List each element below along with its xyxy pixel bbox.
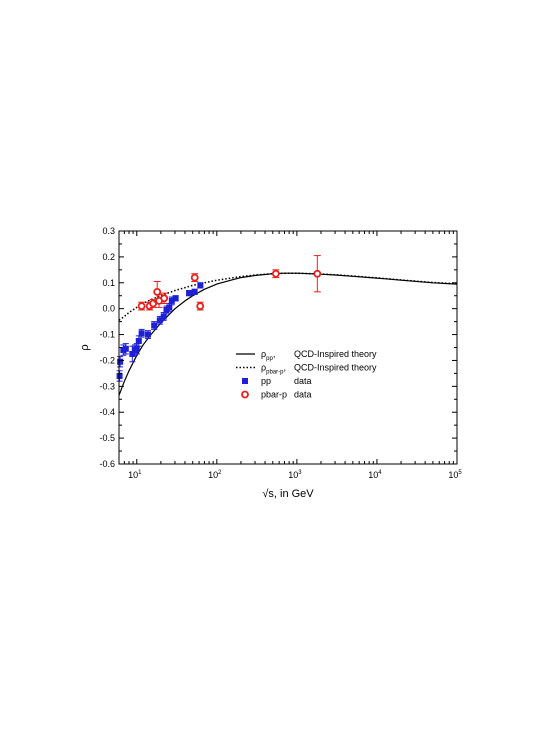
legend-blue-square-marker (242, 378, 248, 384)
pp-data-point (116, 372, 123, 379)
pp-data-point (129, 350, 136, 357)
x-tick-label: 103 (288, 470, 302, 480)
legend-subscript: pp (266, 356, 273, 362)
legend-symbol: ρpbar-p, (261, 363, 286, 376)
y-tick-label: -0.2 (99, 355, 115, 365)
legend-label: data (294, 390, 312, 400)
legend-symbol: pbar-p (261, 390, 287, 400)
pp-data-point (186, 290, 193, 297)
y-tick-label: -0.4 (99, 407, 115, 417)
legend-red-circle-marker (241, 390, 249, 399)
y-tick-label: 0.3 (102, 226, 115, 236)
pp-data-point (156, 317, 163, 324)
pbarp-data-point (196, 302, 205, 310)
pp-data-point (166, 304, 173, 311)
legend-symbol: pp (261, 376, 271, 386)
y-tick-label: 0.2 (102, 252, 115, 262)
legend-label: QCD-Inspired theory (294, 349, 377, 359)
x-tick-label-exponent: 1 (138, 470, 142, 476)
pp-data-point (133, 345, 140, 352)
plot-layer (116, 255, 457, 396)
pp-data-point (197, 282, 204, 289)
x-tick-label: 104 (368, 470, 382, 480)
pp-data-point (117, 358, 124, 365)
pp-data-point (135, 338, 142, 345)
plot-frame (118, 230, 458, 465)
pp-data-point (168, 297, 175, 304)
x-tick-label-exponent: 4 (378, 470, 382, 476)
legend-suffix: , (273, 349, 276, 359)
pp-data-point (172, 295, 179, 302)
legend-label: QCD-Inspired theory (294, 363, 377, 373)
pbarp-data-point (149, 299, 158, 308)
pbarp-data-point (160, 294, 169, 303)
pbarp-data-point (137, 302, 146, 310)
legend-suffix: , (283, 363, 286, 373)
x-axis-title: √s, in GeV (262, 488, 314, 500)
pp-data-point (160, 313, 167, 320)
pbarp-data-point (313, 269, 322, 278)
x-tick-label: 105 (448, 470, 462, 480)
pp-data-point (122, 345, 129, 352)
y-tick-label: 0.1 (102, 278, 115, 288)
pbarp-data-point (271, 269, 280, 278)
y-tick-label: -0.6 (99, 459, 115, 469)
legend-label: data (294, 376, 312, 386)
pp-data-point (191, 288, 198, 295)
pp-data-point (144, 331, 151, 338)
legend: ρpp, QCD-Inspired theory ρpbar-p, QCD-Inspi… (236, 349, 377, 400)
pp-data-point (151, 322, 158, 329)
x-tick-label-exponent: 5 (458, 470, 462, 476)
y-tick-label: -0.5 (99, 433, 115, 443)
legend-subscript: pbar-p (266, 370, 284, 376)
y-tick-label: 0.0 (102, 304, 115, 314)
pp-data-point (138, 330, 145, 337)
x-tick-label-exponent: 3 (298, 470, 302, 476)
legend-symbol: ρpp, (261, 349, 275, 362)
y-tick-label: -0.1 (99, 330, 115, 340)
y-axis-title: ρ (79, 344, 91, 350)
pp-theory-curve (119, 272, 457, 396)
y-tick-label: -0.3 (99, 381, 115, 391)
x-tick-label: 101 (128, 470, 142, 480)
pbarp-data-point (190, 273, 199, 282)
x-tick-label-exponent: 2 (218, 470, 222, 476)
x-tick-label: 102 (208, 470, 222, 480)
